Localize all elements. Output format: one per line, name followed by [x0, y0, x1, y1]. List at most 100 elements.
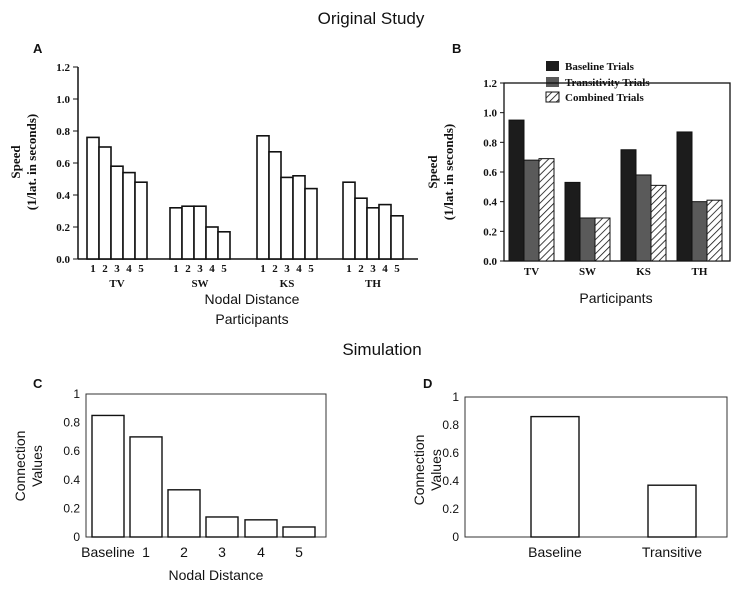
bar-a-tv-4 — [122, 171, 136, 260]
bar-a-sw-4 — [205, 226, 219, 260]
bar-a-sw-2 — [181, 205, 195, 260]
panel-c-letter: C — [33, 376, 43, 391]
bar-a-ks-1 — [256, 135, 270, 260]
bar-a-sw-tick-2: 2 — [185, 263, 191, 275]
panel-b-ytick-label-1: 0.2 — [483, 226, 497, 238]
bar-a-ks-tick-4: 4 — [296, 263, 302, 275]
bar-a-th-tick-3: 3 — [370, 263, 376, 275]
panel-c-ytick-label-5: 1 — [73, 387, 80, 401]
panel-c-category-2: 2 — [180, 544, 188, 560]
panel-d-ytick-label-5: 1 — [452, 390, 459, 404]
bar-a-ks-5 — [304, 187, 318, 260]
bar-a-th-tick-1: 1 — [346, 263, 352, 275]
bar-a-tv-tick-4: 4 — [126, 263, 132, 275]
bar-b-tv-combined — [538, 158, 555, 262]
bar-a-ks-tick-2: 2 — [272, 263, 278, 275]
panel-b-chart: B Speed (1/lat. in seconds) Participants… — [425, 41, 731, 306]
panel-b-letter: B — [452, 41, 461, 56]
bar-a-tv-5 — [134, 181, 148, 260]
legend-label-combined: Combined Trials — [565, 92, 644, 104]
panel-a-ytick-label-6: 1.2 — [56, 62, 70, 74]
bar-a-th-tick-2: 2 — [358, 263, 364, 275]
bar-a-th-3 — [366, 207, 380, 260]
bar-a-ks-tick-1: 1 — [260, 263, 266, 275]
panel-c-category-3: 3 — [218, 544, 226, 560]
panel-a-ytick-label-5: 1.0 — [56, 94, 70, 106]
panel-b-category-sw: SW — [579, 266, 596, 278]
bar-a-tv-3 — [110, 165, 124, 260]
panel-a-chart: A Speed (1/lat. in seconds) Nodal Distan… — [8, 41, 418, 327]
bar-b-th-baseline — [676, 131, 693, 262]
panel-a-ytick-label-2: 0.4 — [56, 190, 70, 202]
bar-c-4 — [244, 519, 278, 538]
bar-b-th-combined — [706, 199, 723, 262]
panel-c-category-baseline: Baseline — [81, 544, 135, 560]
bar-a-sw-1 — [169, 207, 183, 260]
bar-a-th-4 — [378, 203, 392, 260]
bar-a-tv-tick-1: 1 — [90, 263, 96, 275]
panel-b-legend: Baseline Trials Transitivity Trials Comb… — [545, 61, 650, 104]
panel-b-ytick-label-2: 0.4 — [483, 197, 497, 209]
bar-a-th-2 — [354, 197, 368, 260]
panel-d-category-transitive: Transitive — [642, 544, 702, 560]
panel-c-ytick-label-1: 0.2 — [63, 501, 80, 515]
bar-b-th-transitivity — [691, 201, 708, 262]
panel-d-chart: D Connection Values 0 0.2 0.4 0.6 0.8 1 Baseli… — [411, 376, 728, 560]
bar-a-th-5 — [390, 215, 404, 260]
bar-d-baseline — [530, 415, 580, 538]
panel-d-category-baseline: Baseline — [528, 544, 582, 560]
panel-a-group-label-ks: KS — [280, 278, 295, 290]
panel-c-ytick-label-4: 0.8 — [63, 416, 80, 430]
panel-b-xlabel: Participants — [579, 290, 652, 306]
panel-c-category-5: 5 — [295, 544, 303, 560]
bar-a-tv-tick-5: 5 — [138, 263, 144, 275]
panel-b-ytick-label-6: 1.2 — [483, 78, 497, 90]
bar-a-ks-3 — [280, 176, 294, 260]
bar-b-ks-baseline — [620, 149, 637, 262]
panel-b-category-tv: TV — [524, 266, 539, 278]
original-study-title: Original Study — [318, 9, 425, 28]
panel-d-ylabel-line1: Connection — [411, 435, 427, 506]
panel-a-ylabel-line1: Speed — [8, 145, 23, 179]
bar-b-tv-baseline — [508, 119, 525, 262]
panel-c-category-1: 1 — [142, 544, 150, 560]
bar-c-1 — [129, 436, 163, 538]
panel-d-ylabel-line2: Values — [428, 449, 444, 491]
panel-a-xlabel-line2: Participants — [215, 311, 288, 327]
bar-b-ks-combined — [650, 184, 667, 262]
panel-b-ytick-label-3: 0.6 — [483, 167, 497, 179]
bar-c-3 — [205, 516, 239, 538]
bar-a-tv-tick-3: 3 — [114, 263, 120, 275]
panel-d-ytick-label-2: 0.4 — [442, 474, 459, 488]
bar-a-ks-2 — [268, 151, 282, 260]
bar-b-sw-transitivity — [579, 217, 596, 262]
panel-d-letter: D — [423, 376, 432, 391]
panel-a-letter: A — [33, 41, 43, 56]
bar-a-tv-1 — [86, 136, 100, 260]
panel-c-xlabel: Nodal Distance — [169, 567, 264, 583]
bar-a-th-1 — [342, 181, 356, 260]
panel-c-ylabel-line1: Connection — [12, 431, 28, 502]
bar-d-transitive — [647, 484, 697, 538]
bar-a-tv-2 — [98, 146, 112, 260]
legend-swatch-combined — [545, 91, 560, 103]
bar-a-ks-4 — [292, 175, 306, 260]
panel-c-chart: C Connection Values Nodal Distance 0 0.2 0… — [12, 376, 327, 583]
bar-b-sw-combined — [594, 217, 611, 262]
panel-d-ytick-label-1: 0.2 — [442, 502, 459, 516]
panel-c-ytick-label-0: 0 — [73, 530, 80, 544]
panel-a-xlabel-line1: Nodal Distance — [205, 291, 300, 307]
panel-d-ytick-label-0: 0 — [452, 530, 459, 544]
bar-a-sw-tick-3: 3 — [197, 263, 203, 275]
panel-d-ytick-label-4: 0.8 — [442, 418, 459, 432]
bar-a-sw-3 — [193, 205, 207, 260]
panel-b-ytick-label-5: 1.0 — [483, 108, 497, 120]
panel-b-category-ks: KS — [636, 266, 651, 278]
panel-a-ytick-label-0: 0.0 — [56, 254, 70, 266]
panel-c-ylabel-line2: Values — [29, 445, 45, 487]
panel-a-ylabel-line2: (1/lat. in seconds) — [24, 114, 39, 210]
legend-swatch-baseline — [546, 61, 559, 71]
panel-b-ylabel-line1: Speed — [425, 155, 440, 189]
panel-d-ytick-label-3: 0.6 — [442, 446, 459, 460]
